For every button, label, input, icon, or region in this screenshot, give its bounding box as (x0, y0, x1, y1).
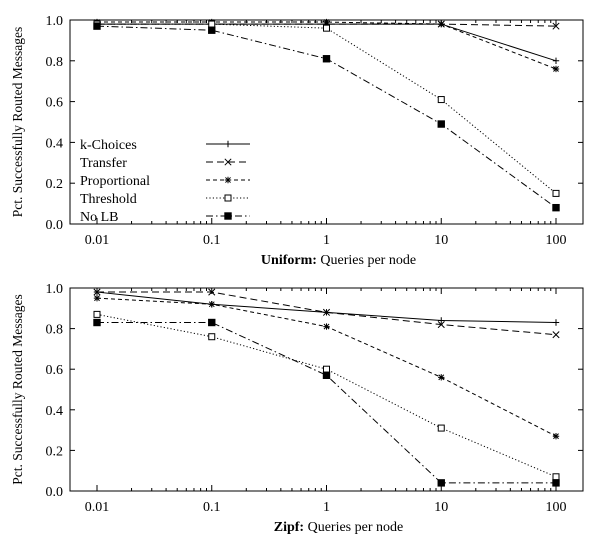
series-no-lb (93, 22, 560, 212)
legend-marker (224, 194, 232, 202)
x-axis-label-text: Queries per node (320, 253, 416, 268)
legend: k-Choices Transfer Proportional Threshold No… (80, 138, 250, 225)
x-tick-label: 1 (323, 233, 330, 248)
legend-marker (224, 158, 232, 166)
data-point (438, 374, 445, 381)
series-line (96, 313, 557, 478)
y-tick-label: 0.2 (46, 177, 64, 192)
data-point (322, 308, 331, 316)
legend-marker (224, 176, 232, 184)
y-tick-label: 0.4 (46, 136, 64, 151)
x-axis-label-bold: Zipf: (274, 520, 308, 535)
series-transfer (93, 288, 560, 339)
data-point (93, 288, 101, 296)
data-point (323, 24, 330, 32)
data-point (552, 57, 560, 64)
data-point (322, 371, 331, 379)
legend-label: Threshold (80, 192, 137, 207)
series-line (96, 291, 557, 324)
data-point (552, 432, 560, 440)
y-tick-label: 0.6 (46, 363, 64, 378)
x-tick-label: 1 (323, 500, 330, 515)
data-point (93, 310, 101, 318)
legend-label: Proportional (80, 174, 150, 189)
y-tick-label: 1.0 (46, 282, 64, 297)
y-tick-label: 0.4 (46, 404, 64, 419)
legend-label: Transfer (80, 156, 127, 171)
data-point (437, 424, 445, 432)
series-line (97, 322, 556, 484)
data-point (93, 318, 101, 327)
x-tick-label: 100 (546, 500, 567, 515)
y-tick-label: 0.0 (46, 485, 64, 500)
x-axis-label: Uniform: Queries per node (261, 253, 416, 268)
data-point (437, 96, 445, 104)
data-point (552, 479, 560, 487)
x-tick-label: 10 (434, 500, 448, 515)
plot-frame (69, 19, 584, 225)
series-line (96, 25, 557, 209)
data-point (208, 333, 216, 341)
data-point (552, 203, 560, 212)
y-axis-label: Pct. Successfully Routed Messages (10, 294, 25, 484)
x-tick-label: 0.01 (85, 500, 110, 515)
data-point (323, 18, 330, 26)
y-tick-label: 0.0 (46, 218, 64, 233)
x-tick-label: 100 (546, 233, 567, 248)
series-no-lb (93, 318, 560, 487)
y-tick-label: 0.2 (46, 444, 64, 459)
series-line (97, 23, 557, 194)
data-point (552, 65, 560, 73)
series-k-choices (93, 288, 560, 326)
legend-label: No LB (80, 210, 119, 225)
legend-marker (224, 212, 232, 220)
data-point (208, 301, 215, 308)
series-proportional (93, 294, 560, 440)
data-point (93, 22, 101, 30)
x-tick-label: 0.1 (203, 500, 221, 515)
data-point (438, 20, 445, 28)
series-threshold (93, 20, 560, 197)
y-tick-label: 0.6 (46, 96, 64, 111)
x-tick-label: 0.01 (85, 233, 110, 248)
data-point (208, 20, 216, 28)
y-tick-label: 0.8 (46, 55, 64, 70)
legend-marker (224, 140, 232, 148)
data-point (322, 55, 331, 63)
series-line (97, 21, 557, 70)
data-point (552, 319, 560, 326)
data-point (208, 288, 216, 296)
legend-label: k-Choices (80, 138, 137, 153)
plot-frame (69, 287, 584, 492)
x-axis-label-text: Queries per node (308, 520, 404, 535)
data-point (323, 323, 330, 330)
data-point (437, 479, 445, 487)
y-tick-label: 1.0 (46, 14, 64, 29)
x-tick-label: 0.1 (203, 233, 221, 248)
series-threshold (93, 310, 560, 481)
data-point (552, 189, 560, 197)
data-point (438, 317, 445, 324)
data-point (208, 318, 216, 327)
x-tick-label: 10 (434, 233, 448, 248)
data-point (323, 365, 330, 373)
data-point (437, 120, 445, 128)
data-point (437, 320, 445, 329)
data-point (552, 331, 560, 339)
chart-uniform: 0.0 0.2 0.4 0.6 0.8 1.0 0.01 0.1 1 10 100 Pct. Succ… (10, 14, 584, 268)
data-point (93, 294, 101, 302)
data-point (552, 22, 560, 30)
y-axis-label: Pct. Successfully Routed Messages (10, 27, 25, 217)
x-axis-label-bold: Uniform: (261, 253, 321, 268)
data-point (552, 473, 560, 481)
chart-zipf: 0.0 0.2 0.4 0.6 0.8 1.0 0.01 0.1 1 10 100 Pct. Succ… (10, 282, 584, 535)
y-tick-label: 0.8 (46, 323, 64, 338)
x-axis-label: Zipf: Queries per node (274, 520, 403, 535)
data-point (208, 26, 216, 34)
